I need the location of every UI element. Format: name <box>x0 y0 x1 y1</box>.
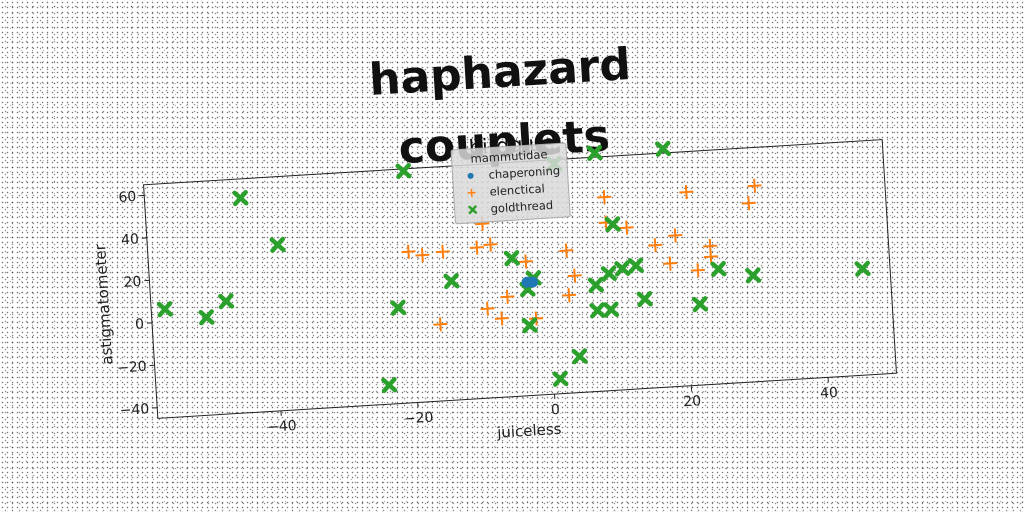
data-point-elenctical <box>494 311 509 326</box>
data-point-goldthread <box>156 301 173 318</box>
legend-marker <box>467 188 476 197</box>
data-point-elenctical <box>518 254 533 269</box>
data-point-goldthread <box>443 272 460 290</box>
data-point-goldthread <box>710 260 727 278</box>
legend-item-elenctical: elenctical <box>467 181 545 199</box>
data-point-chaperoning <box>527 276 539 288</box>
legend-marker <box>468 205 478 215</box>
data-point-elenctical <box>401 244 416 259</box>
y-tick-label: 40 <box>121 231 140 248</box>
data-point-elenctical <box>433 317 448 332</box>
data-point-goldthread <box>395 162 412 180</box>
axis-ticks: −40 −20 0 20 40 −40 −20 0 20 40 60 <box>117 189 839 436</box>
data-point-elenctical <box>597 190 612 205</box>
data-point-goldthread <box>614 260 631 277</box>
data-point-goldthread <box>198 309 215 326</box>
data-point-goldthread <box>503 250 520 267</box>
legend-title: mammutidae <box>470 147 548 166</box>
data-point-elenctical <box>619 220 634 235</box>
legend-box <box>450 142 571 225</box>
data-point-goldthread <box>587 276 604 294</box>
data-point-elenctical <box>480 301 495 316</box>
data-point-goldthread <box>521 317 538 334</box>
data-point-goldthread <box>381 376 398 394</box>
data-point-goldthread <box>269 236 286 253</box>
data-point-elenctical <box>648 238 663 253</box>
x-axis-label: juiceless <box>496 420 563 442</box>
y-axis-label: astigmatometer <box>91 243 116 365</box>
data-point-goldthread <box>218 293 235 310</box>
data-point-goldthread <box>745 267 762 284</box>
data-point-elenctical <box>703 249 718 264</box>
data-point-goldthread <box>571 348 588 365</box>
data-point-goldthread <box>854 260 871 277</box>
data-point-goldthread <box>654 140 672 157</box>
data-point-goldthread <box>627 257 644 274</box>
y-tick-label: −40 <box>119 401 149 419</box>
legend-label: elenctical <box>489 181 545 198</box>
data-point-goldthread <box>552 370 569 387</box>
y-tick-label: 20 <box>123 274 142 291</box>
x-tick-label: −40 <box>267 418 297 436</box>
data-point-goldthread <box>603 301 620 318</box>
data-point-goldthread <box>691 296 709 313</box>
y-tick-label: −20 <box>117 359 147 377</box>
legend-item-chaperoning: chaperoning <box>467 163 560 182</box>
data-point-elenctical <box>690 263 705 278</box>
data-point-elenctical <box>741 196 756 211</box>
legend: mammutidae chaperoningelencticalgoldthre… <box>450 142 571 225</box>
data-point-goldthread <box>604 216 621 233</box>
data-point-elenctical <box>435 244 450 259</box>
y-tick-label: 0 <box>135 316 145 333</box>
data-point-elenctical <box>483 237 498 252</box>
legend-label: chaperoning <box>488 163 560 181</box>
data-point-goldthread <box>589 302 606 319</box>
x-tick-label: 0 <box>551 402 561 419</box>
data-point-elenctical <box>469 240 484 255</box>
data-point-elenctical <box>679 185 694 200</box>
data-point-elenctical <box>668 228 683 243</box>
data-point-elenctical <box>747 178 762 193</box>
data-point-elenctical <box>559 243 574 258</box>
legend-item-goldthread: goldthread <box>468 198 553 216</box>
data-point-elenctical <box>663 256 678 271</box>
x-tick-label: 20 <box>683 393 702 410</box>
x-tick-label: −20 <box>403 410 433 428</box>
legend-label: goldthread <box>490 198 553 216</box>
data-point-goldthread <box>232 189 249 207</box>
x-tick-label: 40 <box>820 385 839 402</box>
data-point-elenctical <box>500 289 515 304</box>
data-point-elenctical <box>415 248 430 263</box>
data-point-goldthread <box>586 144 603 162</box>
data-point-goldthread <box>600 265 617 282</box>
y-tick-label: 60 <box>118 189 137 206</box>
data-point-goldthread <box>390 299 407 316</box>
legend-marker <box>467 172 474 179</box>
data-point-goldthread <box>636 290 653 308</box>
data-point-elenctical <box>561 288 577 303</box>
data-point-elenctical <box>567 268 582 283</box>
